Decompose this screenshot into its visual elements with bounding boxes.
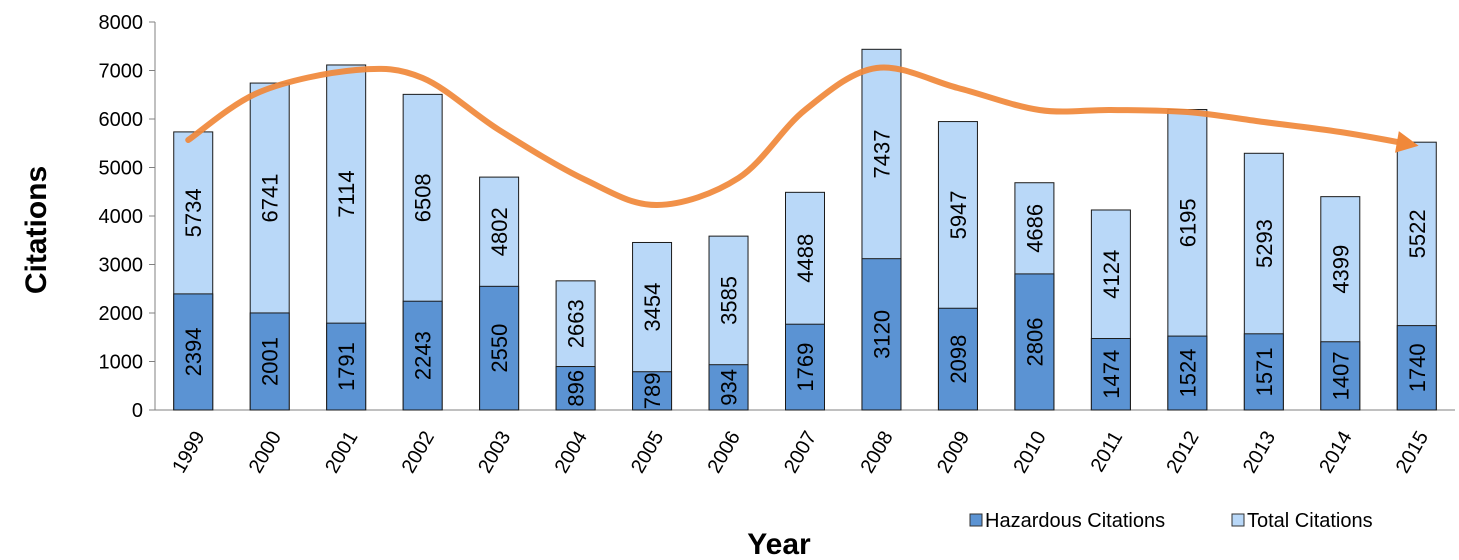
bar-hazardous: [861, 258, 902, 411]
x-tick-label: 2012: [1162, 428, 1203, 478]
data-label-total: 4488: [793, 234, 818, 283]
trend-arrow-curve: [185, 64, 1412, 209]
data-label-total: 6741: [258, 174, 283, 223]
x-tick-label: 2007: [780, 428, 821, 478]
bar-hazardous: [402, 300, 443, 411]
bar-hazardous: [479, 285, 520, 411]
data-label-total: 4686: [1022, 204, 1047, 253]
data-label-total: 2663: [564, 299, 589, 348]
x-tick-label: 2005: [627, 428, 668, 478]
x-tick-label: 2009: [933, 428, 974, 478]
bar-hazardous: [1090, 338, 1131, 411]
data-label-hazardous: 2806: [1022, 317, 1047, 366]
x-tick-label: 2015: [1392, 428, 1433, 478]
data-label-hazardous: 1571: [1252, 347, 1277, 396]
data-label-total: 3454: [640, 283, 665, 332]
legend-label-hazardous: Hazardous Citations: [985, 510, 1165, 532]
y-tick-label: 6000: [99, 109, 144, 131]
x-tick-label: 2008: [856, 428, 897, 478]
data-label-hazardous: 2550: [487, 324, 512, 373]
x-axis-title: Year: [747, 528, 811, 560]
x-tick-label: 2004: [551, 428, 592, 478]
data-label-hazardous: 1791: [334, 342, 359, 391]
data-label-hazardous: 1740: [1405, 343, 1430, 392]
y-tick-label: 4000: [99, 206, 144, 228]
legend-swatch-hazardous: [969, 513, 983, 527]
x-tick-label: 2010: [1009, 428, 1050, 478]
data-label-hazardous: 2001: [258, 337, 283, 386]
data-label-hazardous: 1474: [1099, 350, 1124, 399]
bar-hazardous: [1320, 341, 1361, 411]
y-tick-label: 0: [132, 400, 143, 422]
data-label-hazardous: 1524: [1175, 349, 1200, 398]
data-label-total: 4802: [487, 207, 512, 256]
data-label-total: 6508: [411, 173, 436, 222]
bar-hazardous: [785, 323, 825, 411]
data-label-hazardous: 896: [564, 370, 589, 407]
bar-hazardous: [1167, 335, 1208, 411]
bars-layer: [173, 48, 1437, 411]
data-label-total: 4399: [1328, 245, 1353, 294]
bar-hazardous: [1396, 325, 1437, 411]
y-axis-title: Citations: [20, 166, 53, 294]
bar-hazardous: [173, 293, 214, 411]
trend-arrow-head: [1395, 131, 1419, 153]
bar-hazardous: [1243, 333, 1284, 411]
legend-label-total: Total Citations: [1247, 510, 1373, 532]
y-tick-label: 5000: [99, 158, 144, 180]
data-label-total: 5947: [946, 190, 971, 239]
x-tick-label: 2006: [704, 428, 745, 478]
x-tick-label: 2000: [245, 428, 286, 478]
y-tick-label: 7000: [99, 61, 144, 83]
x-tick-label: 2011: [1087, 428, 1128, 476]
y-tick-label: 3000: [99, 255, 144, 277]
data-label-total: 6195: [1175, 198, 1200, 247]
y-tick-label: 8000: [99, 12, 144, 34]
bar-hazardous: [937, 307, 978, 411]
data-label-hazardous: 2394: [181, 327, 206, 376]
legend-swatch-total: [1231, 513, 1245, 527]
data-label-total: 5293: [1252, 219, 1277, 268]
data-label-hazardous: 934: [717, 369, 742, 406]
y-tick-label: 1000: [99, 352, 144, 374]
x-tick-label: 2003: [474, 428, 515, 478]
trend-arrow-layer: [185, 64, 1419, 209]
data-label-hazardous: 2098: [946, 335, 971, 384]
data-label-hazardous: 2243: [411, 331, 436, 380]
legend: Hazardous Citations Total Citations: [969, 510, 1373, 532]
bar-hazardous: [555, 366, 596, 411]
x-tick-label: 2002: [398, 428, 439, 478]
data-label-total: 3585: [717, 276, 742, 325]
bar-hazardous: [326, 322, 367, 411]
y-tick-label: 2000: [99, 303, 144, 325]
data-label-hazardous: 789: [640, 373, 665, 410]
data-label-hazardous: 3120: [869, 310, 894, 359]
x-tick-label: 2013: [1239, 428, 1280, 478]
x-tick-label: 2014: [1315, 428, 1356, 478]
x-tick-label: 2001: [321, 428, 362, 478]
data-label-total: 5522: [1405, 209, 1430, 258]
data-labels-layer: 5734 2394 6741 2001 7114 1791 6508 2243 4802 2550…: [181, 130, 1430, 410]
data-label-total: 7114: [334, 170, 359, 217]
data-label-total: 7437: [869, 130, 894, 179]
data-label-total: 5734: [181, 188, 206, 237]
bar-hazardous: [708, 364, 749, 411]
bar-hazardous: [1014, 273, 1055, 411]
data-label-hazardous: 1769: [793, 343, 818, 392]
bar-hazardous: [632, 371, 673, 411]
data-label-total: 4124: [1099, 250, 1124, 299]
bar-hazardous: [249, 312, 290, 411]
data-label-hazardous: 1407: [1328, 351, 1353, 400]
x-tick-label: 1999: [168, 428, 209, 478]
